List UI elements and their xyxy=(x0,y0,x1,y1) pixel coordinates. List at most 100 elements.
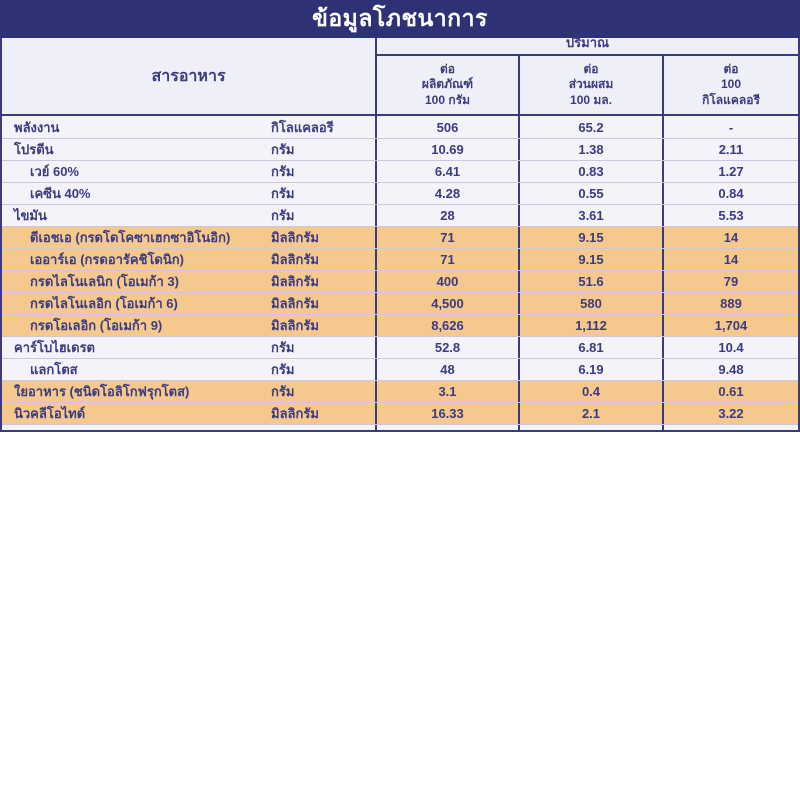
nutrient-name: กรดโอเลอิก (โอเมก้า 9) xyxy=(30,318,163,333)
nutrient-name: โปรตีน xyxy=(14,142,54,157)
per-100kcal-column-header: ต่อ 100 กิโลแคลอรี xyxy=(662,56,798,114)
column-header-line: 100 xyxy=(720,77,742,92)
table-header: สารอาหาร ปริมาณ ต่อ ผลิตภัณฑ์ 100 กรัม ต่อ… xyxy=(2,35,798,116)
value-per-product-100g: 16.33 xyxy=(375,403,518,424)
nutrient-name: แลกโตส xyxy=(30,362,78,377)
table-footer-strip xyxy=(2,424,798,430)
value-per-mixture-100ml: 0.55 xyxy=(518,183,662,204)
per-mixture-100ml-column-header: ต่อ ส่วนผสม 100 มล. xyxy=(518,56,662,114)
nutrient-unit: กรัม xyxy=(271,186,295,201)
value-per-mixture-100ml: 51.6 xyxy=(518,271,662,292)
column-header-line: ต่อ xyxy=(440,61,455,76)
nutrient-unit: กรัม xyxy=(271,142,295,157)
table-row: นิวคลีโอไทด์ มิลลิกรัม 16.33 2.1 3.22 xyxy=(2,402,798,424)
nutrient-name: กรดไลโนเลนิก (โอเมก้า 3) xyxy=(30,274,179,289)
value-per-100kcal: - xyxy=(662,116,798,138)
table-row: โปรตีน กรัม 10.69 1.38 2.11 xyxy=(2,138,798,160)
nutrient-name: เวย์ 60% xyxy=(30,164,79,179)
value-per-product-100g: 28 xyxy=(375,205,518,226)
value-per-mixture-100ml: 1.38 xyxy=(518,139,662,160)
value-per-mixture-100ml: 3.61 xyxy=(518,205,662,226)
table-title-band: ข้อมูลโภชนาการ xyxy=(0,0,800,38)
value-per-product-100g: 10.69 xyxy=(375,139,518,160)
value-per-100kcal: 2.11 xyxy=(662,139,798,160)
value-per-100kcal: 3.22 xyxy=(662,403,798,424)
nutrient-unit: มิลลิกรัม xyxy=(271,296,319,311)
column-header-line: 100 มล. xyxy=(570,92,612,107)
table-row: ดีเอชเอ (กรดโดโคซาเฮกซาอิโนอิก) มิลลิกรัม… xyxy=(2,226,798,248)
table-row: คาร์โบไฮเดรต กรัม 52.8 6.81 10.4 xyxy=(2,336,798,358)
nutrient-name: คาร์โบไฮเดรต xyxy=(14,340,95,355)
value-per-100kcal: 10.4 xyxy=(662,337,798,358)
column-header-line: ต่อ xyxy=(723,61,739,76)
column-header-line: 100 กรัม xyxy=(425,92,470,107)
table-row: ใยอาหาร (ชนิดโอลิโกฟรุกโตส) กรัม 3.1 0.4 0.6… xyxy=(2,380,798,402)
value-per-product-100g: 71 xyxy=(375,249,518,270)
nutrient-unit: มิลลิกรัม xyxy=(271,274,319,289)
nutrient-unit: กรัม xyxy=(271,384,295,399)
value-per-100kcal: 14 xyxy=(662,249,798,270)
table-row: ไขมัน กรัม 28 3.61 5.53 xyxy=(2,204,798,226)
table-title: ข้อมูลโภชนาการ xyxy=(312,5,488,31)
footer-cell xyxy=(662,425,798,430)
value-per-mixture-100ml: 580 xyxy=(518,293,662,314)
nutrient-unit: มิลลิกรัม xyxy=(271,230,319,245)
quantity-header: ปริมาณ xyxy=(375,35,798,56)
value-per-mixture-100ml: 0.83 xyxy=(518,161,662,182)
value-per-mixture-100ml: 9.15 xyxy=(518,227,662,248)
column-header-line: ต่อ xyxy=(583,61,599,76)
value-per-product-100g: 506 xyxy=(375,116,518,138)
footer-cell xyxy=(518,425,662,430)
value-per-product-100g: 4.28 xyxy=(375,183,518,204)
nutrient-unit: มิลลิกรัม xyxy=(271,252,319,267)
footer-cell xyxy=(2,425,375,430)
nutrient-name: ใยอาหาร (ชนิดโอลิโกฟรุกโตส) xyxy=(14,384,190,399)
value-per-100kcal: 14 xyxy=(662,227,798,248)
value-per-mixture-100ml: 1,112 xyxy=(518,315,662,336)
value-per-product-100g: 3.1 xyxy=(375,381,518,402)
table-row: เคซีน 40% กรัม 4.28 0.55 0.84 xyxy=(2,182,798,204)
nutrient-unit: กิโลแคลอรี xyxy=(271,119,334,135)
footer-cell xyxy=(375,425,518,430)
per-product-100g-column-header: ต่อ ผลิตภัณฑ์ 100 กรัม xyxy=(375,56,518,114)
nutrient-unit: กรัม xyxy=(271,362,295,377)
nutrient-unit: กรัม xyxy=(271,208,295,223)
value-per-mixture-100ml: 2.1 xyxy=(518,403,662,424)
value-per-100kcal: 5.53 xyxy=(662,205,798,226)
table-rows: พลังงาน กิโลแคลอรี 506 65.2- โปรตีน กรัม 10.69… xyxy=(2,116,798,424)
nutrient-name: เออาร์เอ (กรดอารัคชิโดนิก) xyxy=(30,252,184,267)
nutrient-name: ไขมัน xyxy=(14,208,47,223)
value-per-100kcal: 9.48 xyxy=(662,359,798,380)
nutrient-name: พลังงาน xyxy=(14,119,60,135)
column-header-line: กิโลแคลอรี xyxy=(702,92,760,107)
table-row: กรดไลโนเลอิก (โอเมก้า 6) มิลลิกรัม 4,500 58… xyxy=(2,292,798,314)
value-per-product-100g: 8,626 xyxy=(375,315,518,336)
nutrient-unit: กรัม xyxy=(271,164,295,179)
value-per-product-100g: 71 xyxy=(375,227,518,248)
table-row: แลกโตส กรัม 48 6.19 9.48 xyxy=(2,358,798,380)
table-body-frame: สารอาหาร ปริมาณ ต่อ ผลิตภัณฑ์ 100 กรัม ต่อ… xyxy=(0,35,800,432)
value-per-mixture-100ml: 0.4 xyxy=(518,381,662,402)
nutrient-name: ดีเอชเอ (กรดโดโคซาเฮกซาอิโนอิก) xyxy=(30,230,231,245)
nutrient-unit: มิลลิกรัม xyxy=(271,406,319,421)
value-per-product-100g: 6.41 xyxy=(375,161,518,182)
value-per-mixture-100ml: 9.15 xyxy=(518,249,662,270)
value-per-100kcal: 1.27 xyxy=(662,161,798,182)
value-per-product-100g: 4,500 xyxy=(375,293,518,314)
table-row: พลังงาน กิโลแคลอรี 506 65.2- xyxy=(2,116,798,138)
value-per-100kcal: 0.84 xyxy=(662,183,798,204)
value-per-product-100g: 52.8 xyxy=(375,337,518,358)
column-header-line: ผลิตภัณฑ์ xyxy=(421,77,474,92)
nutrient-unit: กรัม xyxy=(271,340,295,355)
nutrient-name: กรดไลโนเลอิก (โอเมก้า 6) xyxy=(30,296,178,311)
value-per-100kcal: 0.61 xyxy=(662,381,798,402)
nutrient-name: เคซีน 40% xyxy=(30,186,91,201)
value-per-product-100g: 48 xyxy=(375,359,518,380)
nutrition-table: ข้อมูลโภชนาการ สารอาหาร ปริมาณ ต่อ ผลิตภั… xyxy=(0,0,800,432)
nutrient-name: นิวคลีโอไทด์ xyxy=(14,406,86,421)
value-per-product-100g: 400 xyxy=(375,271,518,292)
value-per-100kcal: 889 xyxy=(662,293,798,314)
value-per-mixture-100ml: 65.2 xyxy=(518,116,662,138)
table-row: กรดไลโนเลนิก (โอเมก้า 3) มิลลิกรัม 400 51.6… xyxy=(2,270,798,292)
